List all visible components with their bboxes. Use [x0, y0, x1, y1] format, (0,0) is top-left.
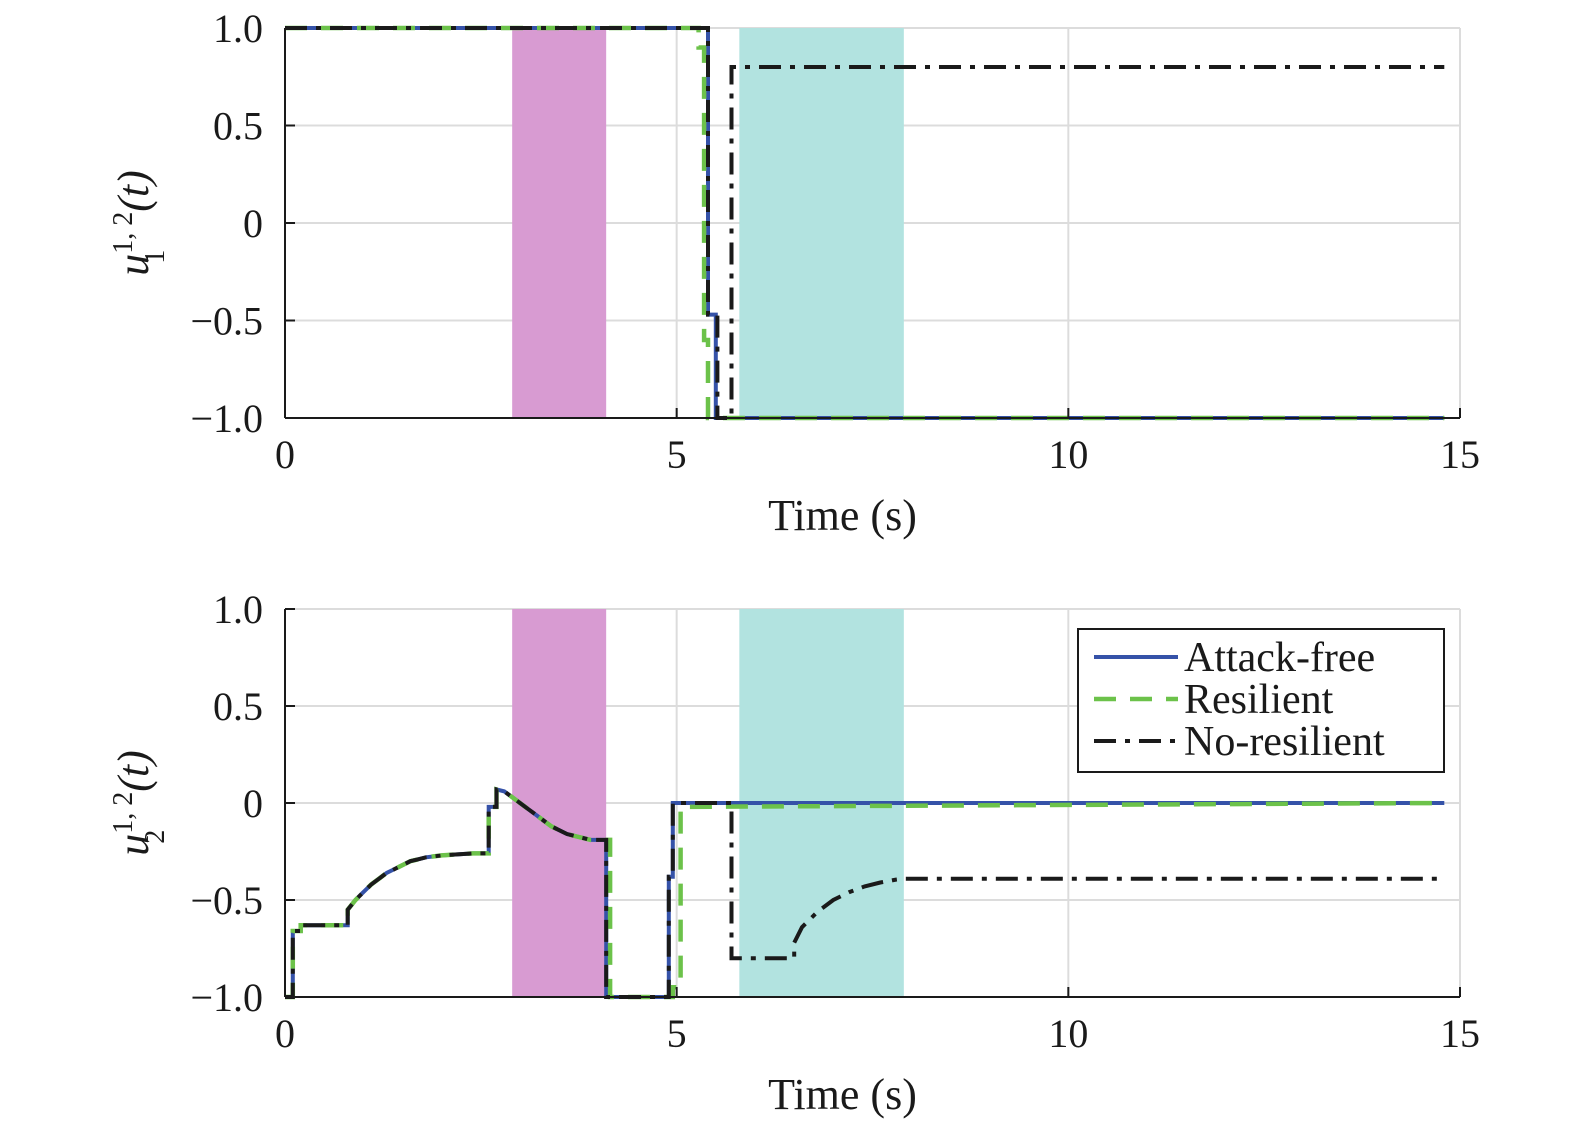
x-axis-title: Time (s) [768, 491, 917, 540]
legend-label-attack-free: Attack-free [1184, 635, 1375, 681]
y-axis-title-superscript: 1, 2 [108, 792, 139, 834]
y-tick-label-3: −0.5 [190, 878, 263, 923]
y-tick-label-0: 1.0 [213, 6, 263, 51]
y-axis-title-argument: (t) [109, 170, 158, 212]
x-tick-label-3: 15 [1440, 432, 1480, 477]
top-panel: 0 5 10 15 1.0 0.5 0 −0.5 −1.0 Time (s) u1, 21 (t) [108, 6, 1480, 540]
x-tick-label-2: 10 [1048, 432, 1088, 477]
y-axis-title-subscript: 1 [140, 250, 171, 264]
y-axis-title-base: u [109, 834, 158, 856]
y-tick-label-2: 0 [243, 201, 263, 246]
x-tick-label-1: 5 [667, 1011, 687, 1056]
y-tick-label-1: 0.5 [213, 684, 263, 729]
legend-label-no-resilient: No-resilient [1184, 719, 1385, 765]
x-axis-title: Time (s) [768, 1070, 917, 1119]
x-tick-label-1: 5 [667, 432, 687, 477]
x-tick-label-3: 15 [1440, 1011, 1480, 1056]
shaded-region-1 [512, 28, 607, 418]
shaded-region-2 [739, 28, 904, 418]
y-axis-title: u1, 22 (t) [108, 750, 171, 856]
y-axis-title-superscript: 1, 2 [108, 212, 139, 254]
y-tick-label-4: −1.0 [190, 396, 263, 441]
y-tick-label-4: −1.0 [190, 975, 263, 1020]
legend-label-resilient: Resilient [1184, 677, 1334, 723]
y-tick-label-0: 1.0 [213, 587, 263, 632]
y-tick-label-3: −0.5 [190, 299, 263, 344]
x-tick-label-0: 0 [275, 1011, 295, 1056]
y-axis-title: u1, 21 (t) [108, 170, 171, 276]
series-line-resilient [285, 25, 1445, 421]
series-line-no-resilient [285, 26, 1445, 420]
y-axis-title-base: u [109, 254, 158, 276]
y-tick-label-1: 0.5 [213, 104, 263, 149]
y-axis-title-argument: (t) [109, 750, 158, 792]
y-axis-title-subscript: 2 [140, 830, 171, 844]
series-line-no-resilient [285, 786, 1445, 999]
bottom-panel: 0 5 10 15 1.0 0.5 0 −0.5 −1.0 Time (s) u1, 22 (t) At… [108, 587, 1480, 1119]
x-tick-label-2: 10 [1048, 1011, 1088, 1056]
x-tick-label-0: 0 [275, 432, 295, 477]
shaded-region-1 [512, 609, 607, 997]
y-tick-label-2: 0 [243, 781, 263, 826]
